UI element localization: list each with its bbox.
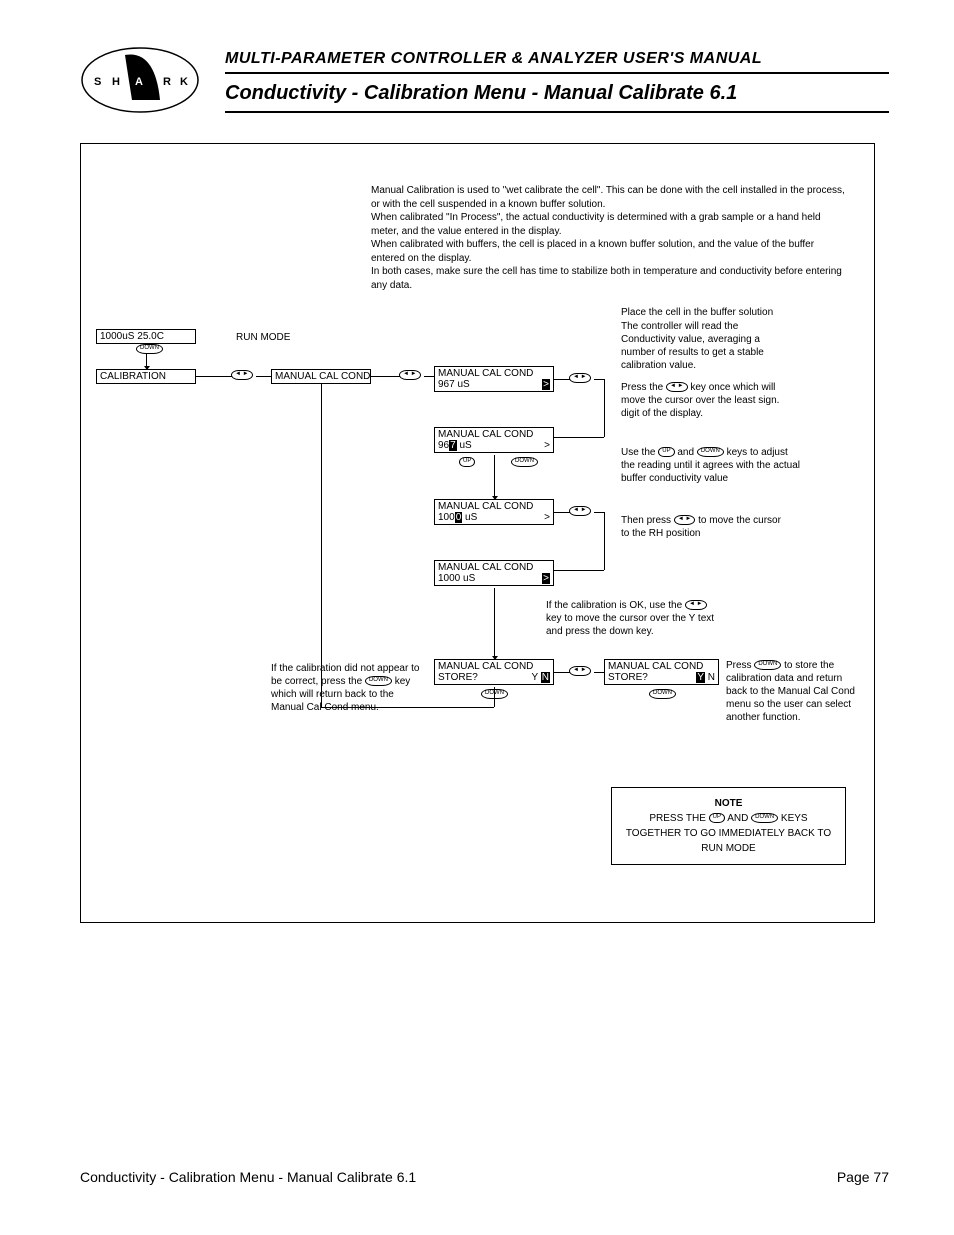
lcd-line: 1000uS 25.0C [100,331,192,342]
connector [494,455,495,496]
lr-key-icon: ◄ ► [569,506,591,516]
svg-text:S: S [94,76,101,88]
header: S H A R K MULTI-PARAMETER CONTROLLER & A… [80,50,889,113]
intro-p3: When calibrated with buffers, the cell i… [371,238,846,265]
title-block: MULTI-PARAMETER CONTROLLER & ANALYZER US… [225,50,889,113]
annot-use-up-down: Use the UP and DOWN keys to adjust the r… [621,446,801,485]
connector [494,687,495,707]
lcd-line: 1000 uS> [438,573,550,584]
lcd-store-yn-right: MANUAL CAL COND STORE?Y N [604,659,719,685]
lcd-line: MANUAL CAL COND [608,661,715,672]
connector [424,376,434,377]
intro-text: Manual Calibration is used to "wet calib… [371,184,846,292]
connector [554,437,604,438]
lr-key-icon: ◄ ► [674,515,696,525]
svg-text:K: K [180,76,188,88]
lcd-line: 1000 uS> [438,512,550,523]
lcd-run-mode: 1000uS 25.0C [96,329,196,344]
connector [494,588,495,656]
lcd-line: MANUAL CAL COND [438,562,550,573]
annot-then-press: Then press ◄ ► to move the cursor to the… [621,514,791,540]
connector [196,376,236,377]
down-key-icon: DOWN [649,689,676,699]
intro-p2: When calibrated "In Process", the actual… [371,211,846,238]
connector [604,512,605,570]
down-key-icon: DOWN [754,660,781,670]
lcd-line: MANUAL CAL COND [438,661,550,672]
lcd-reading-1: MANUAL CAL COND 967 uS> [434,366,554,392]
lcd-line: MANUAL CAL COND [438,368,550,379]
lcd-line: STORE?Y N [608,672,715,683]
down-key-icon: DOWN [751,813,778,823]
up-key-icon: UP [459,457,475,467]
diagram-frame: Manual Calibration is used to "wet calib… [80,143,875,923]
lcd-calibration: CALIBRATION [96,369,196,384]
connector [604,379,605,437]
page: S H A R K MULTI-PARAMETER CONTROLLER & A… [0,0,954,1235]
lr-key-icon: ◄ ► [569,666,591,676]
connector [371,376,401,377]
annot-press-lr: Press the ◄ ► key once which will move t… [621,381,786,420]
annot-if-ok: If the calibration is OK, use the ◄ ► ke… [546,599,721,638]
lcd-line: 967 uS> [438,379,550,390]
annot-store: Press DOWN to store the calibration data… [726,659,866,724]
down-key-icon: DOWN [136,344,163,354]
lr-key-icon: ◄ ► [666,382,688,392]
connector [594,672,604,673]
note-line1: PRESS THE UP AND DOWN KEYS [622,811,835,826]
manual-title: MULTI-PARAMETER CONTROLLER & ANALYZER US… [225,50,889,74]
down-key-icon: DOWN [365,676,392,686]
lcd-store-yn-left: MANUAL CAL COND STORE?Y N [434,659,554,685]
lcd-reading-4: MANUAL CAL COND 1000 uS> [434,560,554,586]
footer-left: Conductivity - Calibration Menu - Manual… [80,1169,416,1185]
shark-logo: S H A R K [80,45,200,115]
lcd-line: CALIBRATION [100,371,192,382]
annot-if-not-ok: If the calibration did not appear to be … [271,662,426,714]
note-box: NOTE PRESS THE UP AND DOWN KEYS TOGETHER… [611,787,846,865]
lr-key-icon: ◄ ► [231,370,253,380]
lcd-line: STORE?Y N [438,672,550,683]
intro-p1: Manual Calibration is used to "wet calib… [371,184,846,211]
svg-text:H: H [112,76,120,88]
lcd-line: MANUAL CAL COND [275,371,367,382]
annot-read-value: The controller will read the Conductivit… [621,320,781,372]
lcd-manual-cal-cond: MANUAL CAL COND [271,369,371,384]
annot-place-cell: Place the cell in the buffer solution [621,306,781,319]
down-key-icon: DOWN [697,447,724,457]
run-mode-label: RUN MODE [236,331,290,344]
lr-key-icon: ◄ ► [399,370,421,380]
lcd-line: MANUAL CAL COND [438,501,550,512]
lr-key-icon: ◄ ► [685,600,707,610]
connector [554,570,604,571]
up-key-icon: UP [658,447,674,457]
footer-right: Page 77 [837,1169,889,1185]
svg-text:R: R [163,76,171,88]
footer: Conductivity - Calibration Menu - Manual… [80,1169,889,1185]
connector [594,379,604,380]
connector [321,384,322,707]
lcd-reading-3: MANUAL CAL COND 1000 uS> [434,499,554,525]
lcd-reading-2: MANUAL CAL COND 967 uS> [434,427,554,453]
section-title: Conductivity - Calibration Menu - Manual… [225,82,889,113]
svg-text:A: A [135,76,143,88]
down-key-icon: DOWN [511,457,538,467]
connector [594,512,604,513]
lcd-line: MANUAL CAL COND [438,429,550,440]
lcd-line: 967 uS> [438,440,550,451]
up-key-icon: UP [709,813,725,823]
note-line2: TOGETHER TO GO IMMEDIATELY BACK TO [622,826,835,841]
note-title: NOTE [622,796,835,811]
connector [256,376,271,377]
note-line3: RUN MODE [622,841,835,856]
lr-key-icon: ◄ ► [569,373,591,383]
intro-p4: In both cases, make sure the cell has ti… [371,265,846,292]
